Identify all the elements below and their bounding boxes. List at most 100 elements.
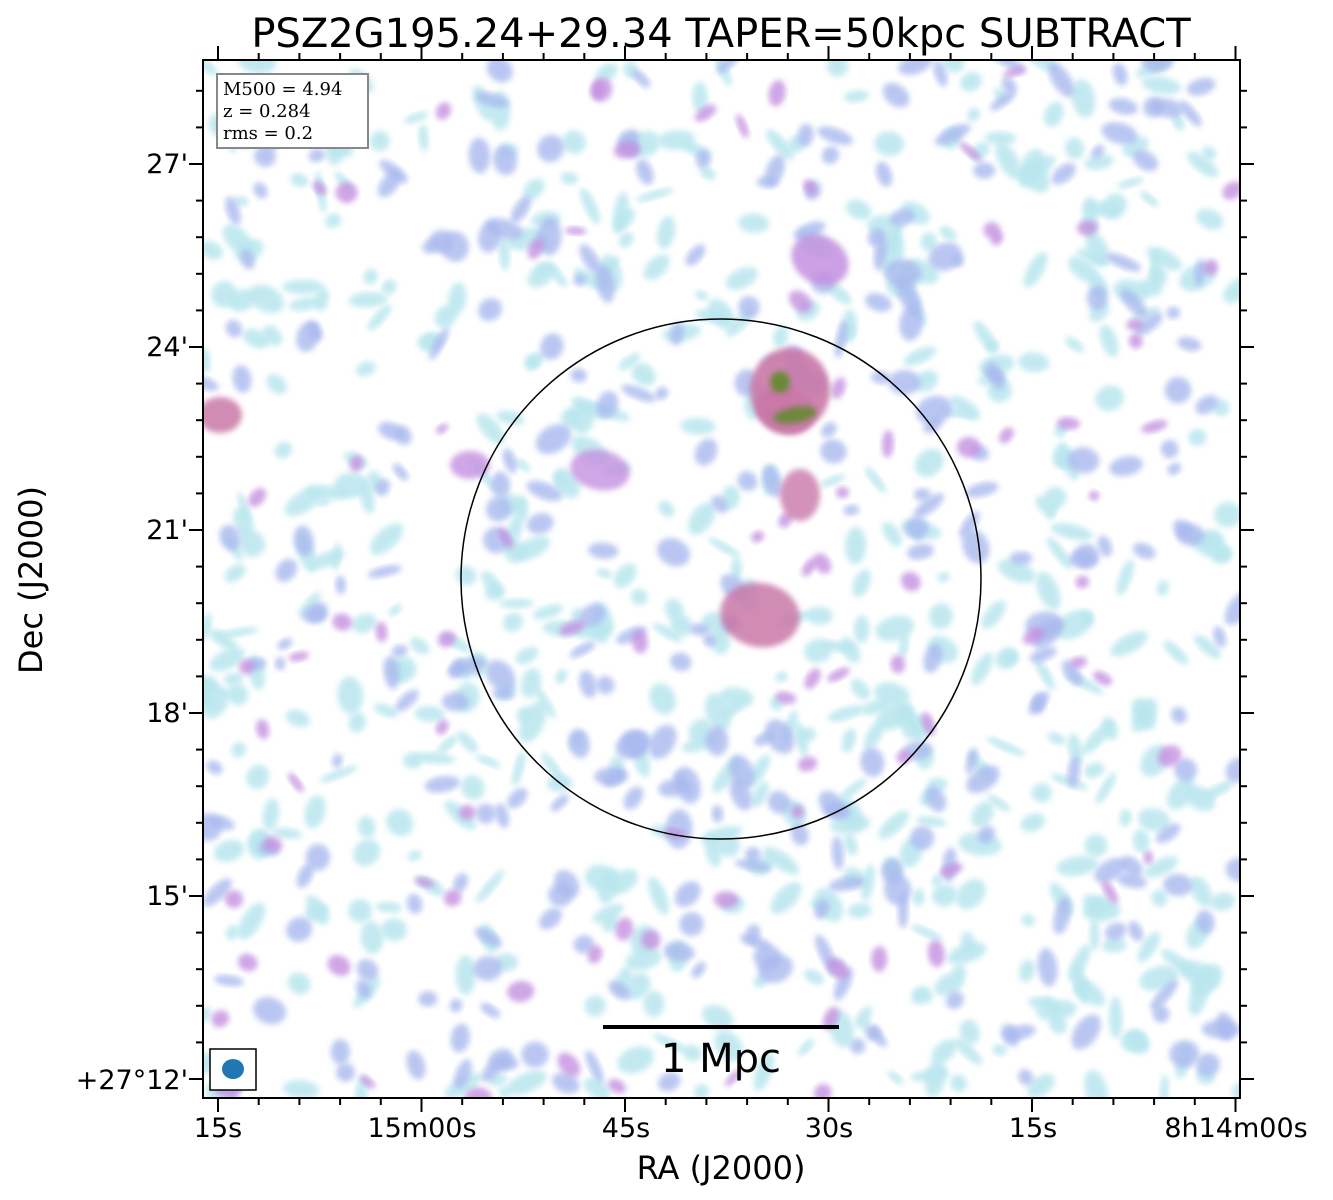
emission-blob [865, 466, 887, 493]
emission-blob [962, 529, 990, 564]
emission-blob [928, 242, 963, 271]
emission-blob [841, 728, 857, 753]
emission-blob [804, 969, 824, 985]
emission-blob [548, 883, 573, 907]
emission-blob [693, 1084, 709, 1098]
emission-blob [843, 90, 869, 103]
emission-blob [987, 794, 1011, 812]
emission-blob [691, 961, 706, 978]
emission-blob [418, 123, 429, 152]
emission-blob [827, 667, 850, 682]
emission-blob [492, 145, 518, 176]
emission-blob [873, 231, 888, 271]
emission-blob [573, 935, 595, 954]
emission-blob [262, 325, 283, 347]
emission-blob [507, 788, 528, 809]
emission-blob [282, 1080, 320, 1098]
emission-blob [330, 1039, 350, 1065]
emission-blob [624, 972, 651, 1000]
emission-blob [1201, 146, 1217, 160]
emission-blob [393, 463, 409, 481]
emission-blob [595, 63, 618, 83]
emission-blob [1215, 1012, 1235, 1041]
emission-blob [502, 448, 517, 474]
emission-blob [843, 504, 860, 516]
emission-blob [670, 652, 692, 672]
emission-blob [762, 847, 800, 875]
emission-blob [999, 427, 1014, 444]
emission-blob [695, 149, 711, 169]
emission-blob [1021, 913, 1035, 927]
emission-blob [1034, 658, 1055, 690]
emission-blob [959, 511, 980, 538]
emission-blob [537, 134, 565, 163]
emission-blob [1095, 772, 1117, 804]
emission-blob [731, 556, 742, 582]
emission-blob [1003, 67, 1026, 78]
emission-blob [1120, 856, 1143, 877]
emission-blob [820, 422, 837, 438]
emission-blob [981, 600, 1006, 629]
emission-blob [406, 893, 423, 914]
emission-blob [797, 756, 818, 772]
emission-blob [631, 629, 648, 654]
emission-blob [767, 790, 791, 814]
emission-blob [1200, 529, 1225, 551]
emission-blob [381, 279, 397, 295]
emission-blob [1159, 1074, 1169, 1098]
emission-blob [579, 670, 597, 698]
emission-blob [266, 374, 287, 395]
emission-blob [636, 159, 654, 185]
emission-blob [490, 471, 511, 498]
emission-blob [745, 846, 761, 862]
emission-blob [1141, 420, 1168, 433]
emission-blob [1065, 336, 1084, 353]
emission-blob [889, 209, 915, 226]
emission-blob [394, 425, 412, 446]
emission-blob [965, 747, 978, 775]
emission-blob [514, 535, 550, 561]
emission-blob [263, 836, 283, 853]
emission-blob [1163, 640, 1189, 665]
emission-blob [570, 368, 587, 383]
emission-blob [703, 633, 716, 647]
emission-blob [882, 521, 902, 547]
emission-blob [1019, 959, 1036, 983]
emission-blob [335, 575, 347, 595]
emission-blob [751, 781, 769, 808]
emission-blob [550, 794, 569, 812]
emission-blob [652, 623, 682, 643]
emission-blob [1048, 1014, 1067, 1035]
emission-blob [910, 1069, 950, 1082]
emission-blob [449, 998, 463, 1013]
x-tick-label: 15m00s [367, 1113, 476, 1144]
emission-blob [502, 612, 523, 633]
emission-blob [849, 1038, 866, 1054]
emission-blob [1086, 285, 1108, 311]
emission-blob [224, 890, 244, 909]
emission-blob [1126, 318, 1144, 331]
emission-blob [1018, 352, 1050, 373]
emission-blob [213, 839, 245, 862]
emission-blob [1169, 1040, 1200, 1068]
emission-blob [1018, 1069, 1034, 1086]
emission-blob [643, 254, 670, 280]
emission-blob [1116, 559, 1135, 596]
emission-blob [485, 218, 524, 240]
emission-blob [1067, 447, 1100, 474]
emission-blob [943, 60, 965, 73]
emission-blob [526, 480, 563, 502]
emission-blob [1029, 647, 1057, 663]
emission-blob [298, 591, 321, 617]
emission-blob [1035, 495, 1054, 516]
emission-blob [455, 955, 476, 995]
emission-blob [1069, 656, 1088, 669]
emission-blob [282, 279, 325, 295]
emission-blob [1037, 948, 1058, 987]
emission-blob [674, 881, 701, 908]
emission-blob [694, 438, 718, 466]
emission-blob [231, 741, 246, 758]
y-tick-label: 21' [146, 515, 188, 546]
emission-blob [223, 672, 244, 686]
emission-blob [850, 678, 871, 700]
